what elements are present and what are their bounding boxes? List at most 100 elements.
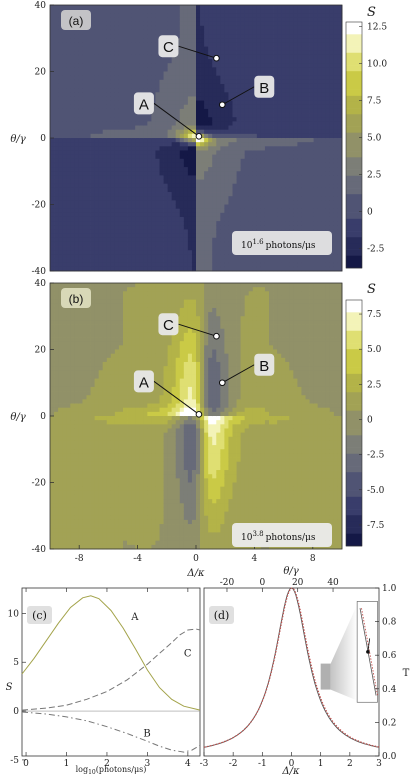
heatmap-cell xyxy=(127,34,131,39)
heatmap-cell xyxy=(123,105,127,110)
heatmap-cell xyxy=(318,5,322,10)
heatmap-cell xyxy=(322,47,326,52)
heatmap-cell xyxy=(62,213,66,218)
heatmap-cell xyxy=(66,229,70,234)
heatmap-cell xyxy=(204,92,208,97)
heatmap-cell xyxy=(253,117,257,122)
heatmap-cell xyxy=(301,42,305,47)
heatmap-cell xyxy=(318,150,322,155)
heatmap-cell xyxy=(135,34,139,39)
heatmap-cell xyxy=(326,113,330,118)
heatmap-cell xyxy=(111,72,115,77)
heatmap-cell xyxy=(164,225,168,230)
heatmap-cell xyxy=(233,209,237,214)
colorbar-step xyxy=(346,102,362,108)
heatmap-cell xyxy=(281,167,285,172)
heatmap-cell xyxy=(115,192,119,197)
heatmap-cell xyxy=(253,134,257,139)
heatmap-cell xyxy=(78,259,82,264)
heatmap-cell xyxy=(330,5,334,10)
heatmap-cell xyxy=(87,101,91,106)
heatmap-cell xyxy=(237,196,241,201)
heatmap-cell xyxy=(269,138,273,143)
heatmap-cell xyxy=(62,370,66,375)
heatmap-cell xyxy=(58,238,62,243)
heatmap-cell xyxy=(326,117,330,122)
heatmap-cell xyxy=(74,246,78,251)
heatmap-cell xyxy=(107,200,111,205)
heatmap-cell xyxy=(334,150,338,155)
heatmap-cell xyxy=(293,126,297,131)
heatmap-cell xyxy=(196,205,200,210)
heatmap-cell xyxy=(99,26,103,31)
heatmap-cell xyxy=(58,209,62,214)
heatmap-cell xyxy=(297,225,301,230)
heatmap-cell xyxy=(168,76,172,81)
heatmap-cell xyxy=(50,180,54,185)
heatmap-cell xyxy=(82,217,86,222)
heatmap-cell xyxy=(257,17,261,22)
heatmap-cell xyxy=(115,96,119,101)
heatmap-cell xyxy=(66,205,70,210)
heatmap-cell xyxy=(123,200,127,205)
heatmap-cell xyxy=(273,200,277,205)
heatmap-cell xyxy=(103,72,107,77)
heatmap-cell xyxy=(50,146,54,151)
heatmap-cell xyxy=(111,134,115,139)
heatmap-cell xyxy=(257,63,261,68)
heatmap-cell xyxy=(91,134,95,139)
heatmap-cell xyxy=(70,259,74,264)
heatmap-cell xyxy=(107,59,111,64)
heatmap-cell xyxy=(123,59,127,64)
heatmap-cell xyxy=(107,34,111,39)
heatmap-cell xyxy=(139,9,143,14)
heatmap-cell xyxy=(322,146,326,151)
heatmap-cell xyxy=(212,225,216,230)
heatmap-cell xyxy=(50,175,54,180)
heatmap-cell xyxy=(241,209,245,214)
heatmap-cell xyxy=(310,192,314,197)
heatmap-cell xyxy=(289,159,293,164)
heatmap-cell xyxy=(168,175,172,180)
heatmap-cell xyxy=(269,42,273,47)
heatmap-cell xyxy=(160,80,164,85)
heatmap-cell xyxy=(184,34,188,39)
heatmap-cell xyxy=(155,221,159,226)
heatmap-cell xyxy=(200,17,204,22)
heatmap-cell xyxy=(269,113,273,118)
heatmap-cell xyxy=(310,126,314,131)
heatmap-cell xyxy=(172,159,176,164)
heatmap-cell xyxy=(261,72,265,77)
heatmap-cell xyxy=(127,184,131,189)
heatmap-cell xyxy=(151,84,155,89)
heatmap-cell xyxy=(188,42,192,47)
heatmap-cell xyxy=(58,38,62,43)
heatmap-cell xyxy=(123,150,127,155)
heatmap-cell xyxy=(155,13,159,18)
heatmap-cell xyxy=(184,134,188,139)
heatmap-cell xyxy=(334,109,338,114)
heatmap-cell xyxy=(95,184,99,189)
heatmap-cell xyxy=(70,38,74,43)
heatmap-cell xyxy=(301,259,305,264)
heatmap-cell xyxy=(62,333,66,338)
heatmap-cell xyxy=(99,9,103,14)
heatmap-cell xyxy=(241,188,245,193)
heatmap-cell xyxy=(257,259,261,264)
heatmap-cell xyxy=(70,188,74,193)
heatmap-cell xyxy=(184,117,188,122)
heatmap-cell xyxy=(188,221,192,226)
heatmap-cell xyxy=(257,184,261,189)
heatmap-cell xyxy=(119,109,123,114)
heatmap-cell xyxy=(74,134,78,139)
colorbar-step xyxy=(346,151,362,157)
heatmap-cell xyxy=(87,142,91,147)
heatmap-cell xyxy=(87,47,91,52)
heatmap-cell xyxy=(297,72,301,77)
heatmap-cell xyxy=(54,80,58,85)
heatmap-cell xyxy=(91,196,95,201)
heatmap-cell xyxy=(82,113,86,118)
heatmap-cell xyxy=(87,51,91,56)
heatmap-cell xyxy=(306,76,310,81)
heatmap-cell xyxy=(265,55,269,60)
